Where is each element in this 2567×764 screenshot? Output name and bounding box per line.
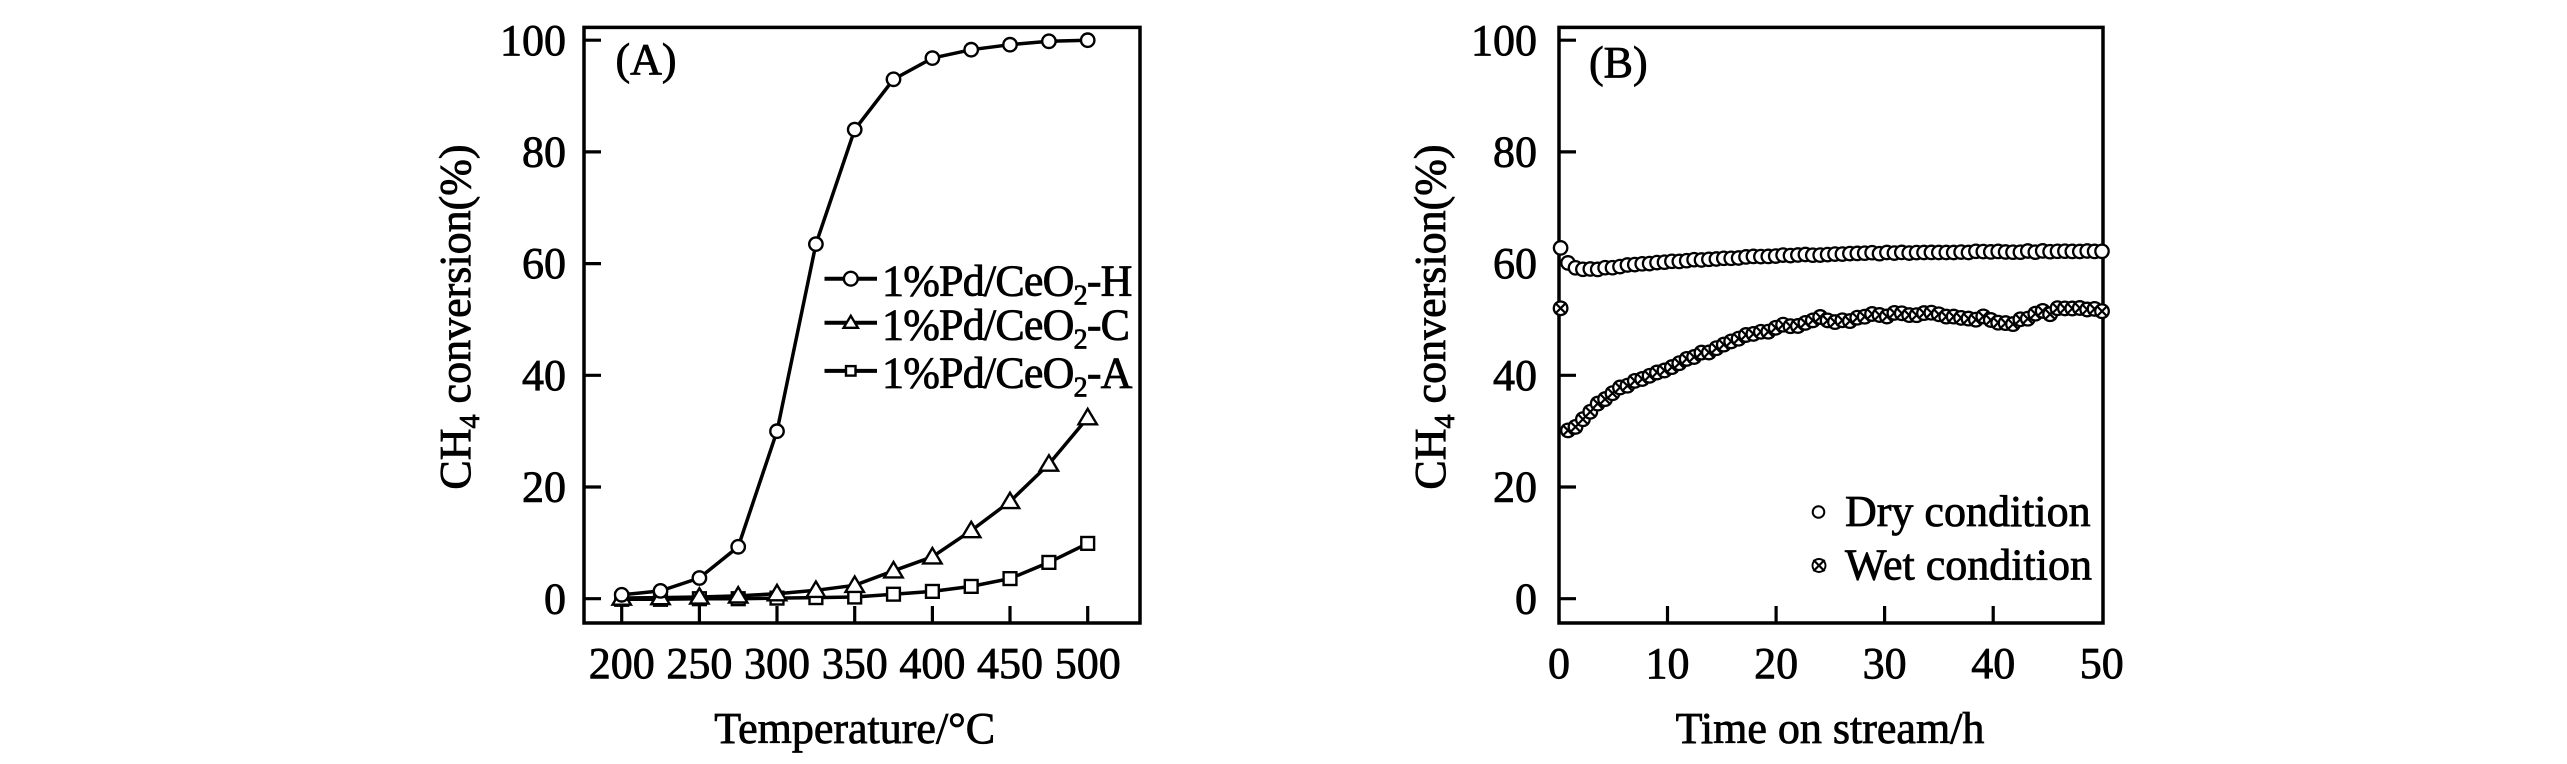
svg-text:1%Pd/CeO2-A: 1%Pd/CeO2-A [882, 349, 1133, 404]
svg-text:Wet condition: Wet condition [1845, 541, 2092, 590]
svg-text:30: 30 [1863, 639, 1907, 688]
svg-text:250: 250 [666, 639, 732, 688]
svg-text:100: 100 [500, 16, 566, 65]
svg-text:200: 200 [589, 639, 655, 688]
svg-text:400: 400 [899, 639, 965, 688]
svg-text:CH4 conversion(%): CH4 conversion(%) [1406, 144, 1461, 489]
svg-text:1%Pd/CeO2-H: 1%Pd/CeO2-H [882, 257, 1132, 312]
svg-text:80: 80 [522, 128, 566, 177]
svg-text:40: 40 [1493, 351, 1537, 400]
svg-text:50: 50 [2080, 639, 2124, 688]
svg-text:450: 450 [977, 639, 1043, 688]
svg-text:100: 100 [1471, 16, 1537, 65]
svg-text:500: 500 [1055, 639, 1121, 688]
svg-text:20: 20 [1493, 463, 1537, 512]
svg-text:10: 10 [1646, 639, 1690, 688]
svg-text:20: 20 [522, 463, 566, 512]
svg-text:350: 350 [822, 639, 888, 688]
svg-text:40: 40 [1971, 639, 2015, 688]
svg-text:20: 20 [1754, 639, 1798, 688]
svg-text:Time on stream/h: Time on stream/h [1676, 704, 1985, 753]
svg-text:Temperature/°C: Temperature/°C [714, 704, 995, 753]
svg-text:0: 0 [1515, 574, 1537, 623]
svg-text:Dry condition: Dry condition [1845, 487, 2091, 536]
svg-text:80: 80 [1493, 128, 1537, 177]
svg-text:300: 300 [744, 639, 810, 688]
svg-text:(A): (A) [616, 35, 677, 84]
svg-text:40: 40 [522, 351, 566, 400]
svg-text:1%Pd/CeO2-C: 1%Pd/CeO2-C [882, 301, 1129, 356]
svg-text:CH4 conversion(%): CH4 conversion(%) [431, 144, 486, 489]
svg-text:60: 60 [1493, 239, 1537, 288]
svg-text:(B): (B) [1589, 38, 1648, 87]
svg-text:0: 0 [1548, 639, 1570, 688]
svg-text:60: 60 [522, 239, 566, 288]
svg-text:0: 0 [544, 574, 566, 623]
